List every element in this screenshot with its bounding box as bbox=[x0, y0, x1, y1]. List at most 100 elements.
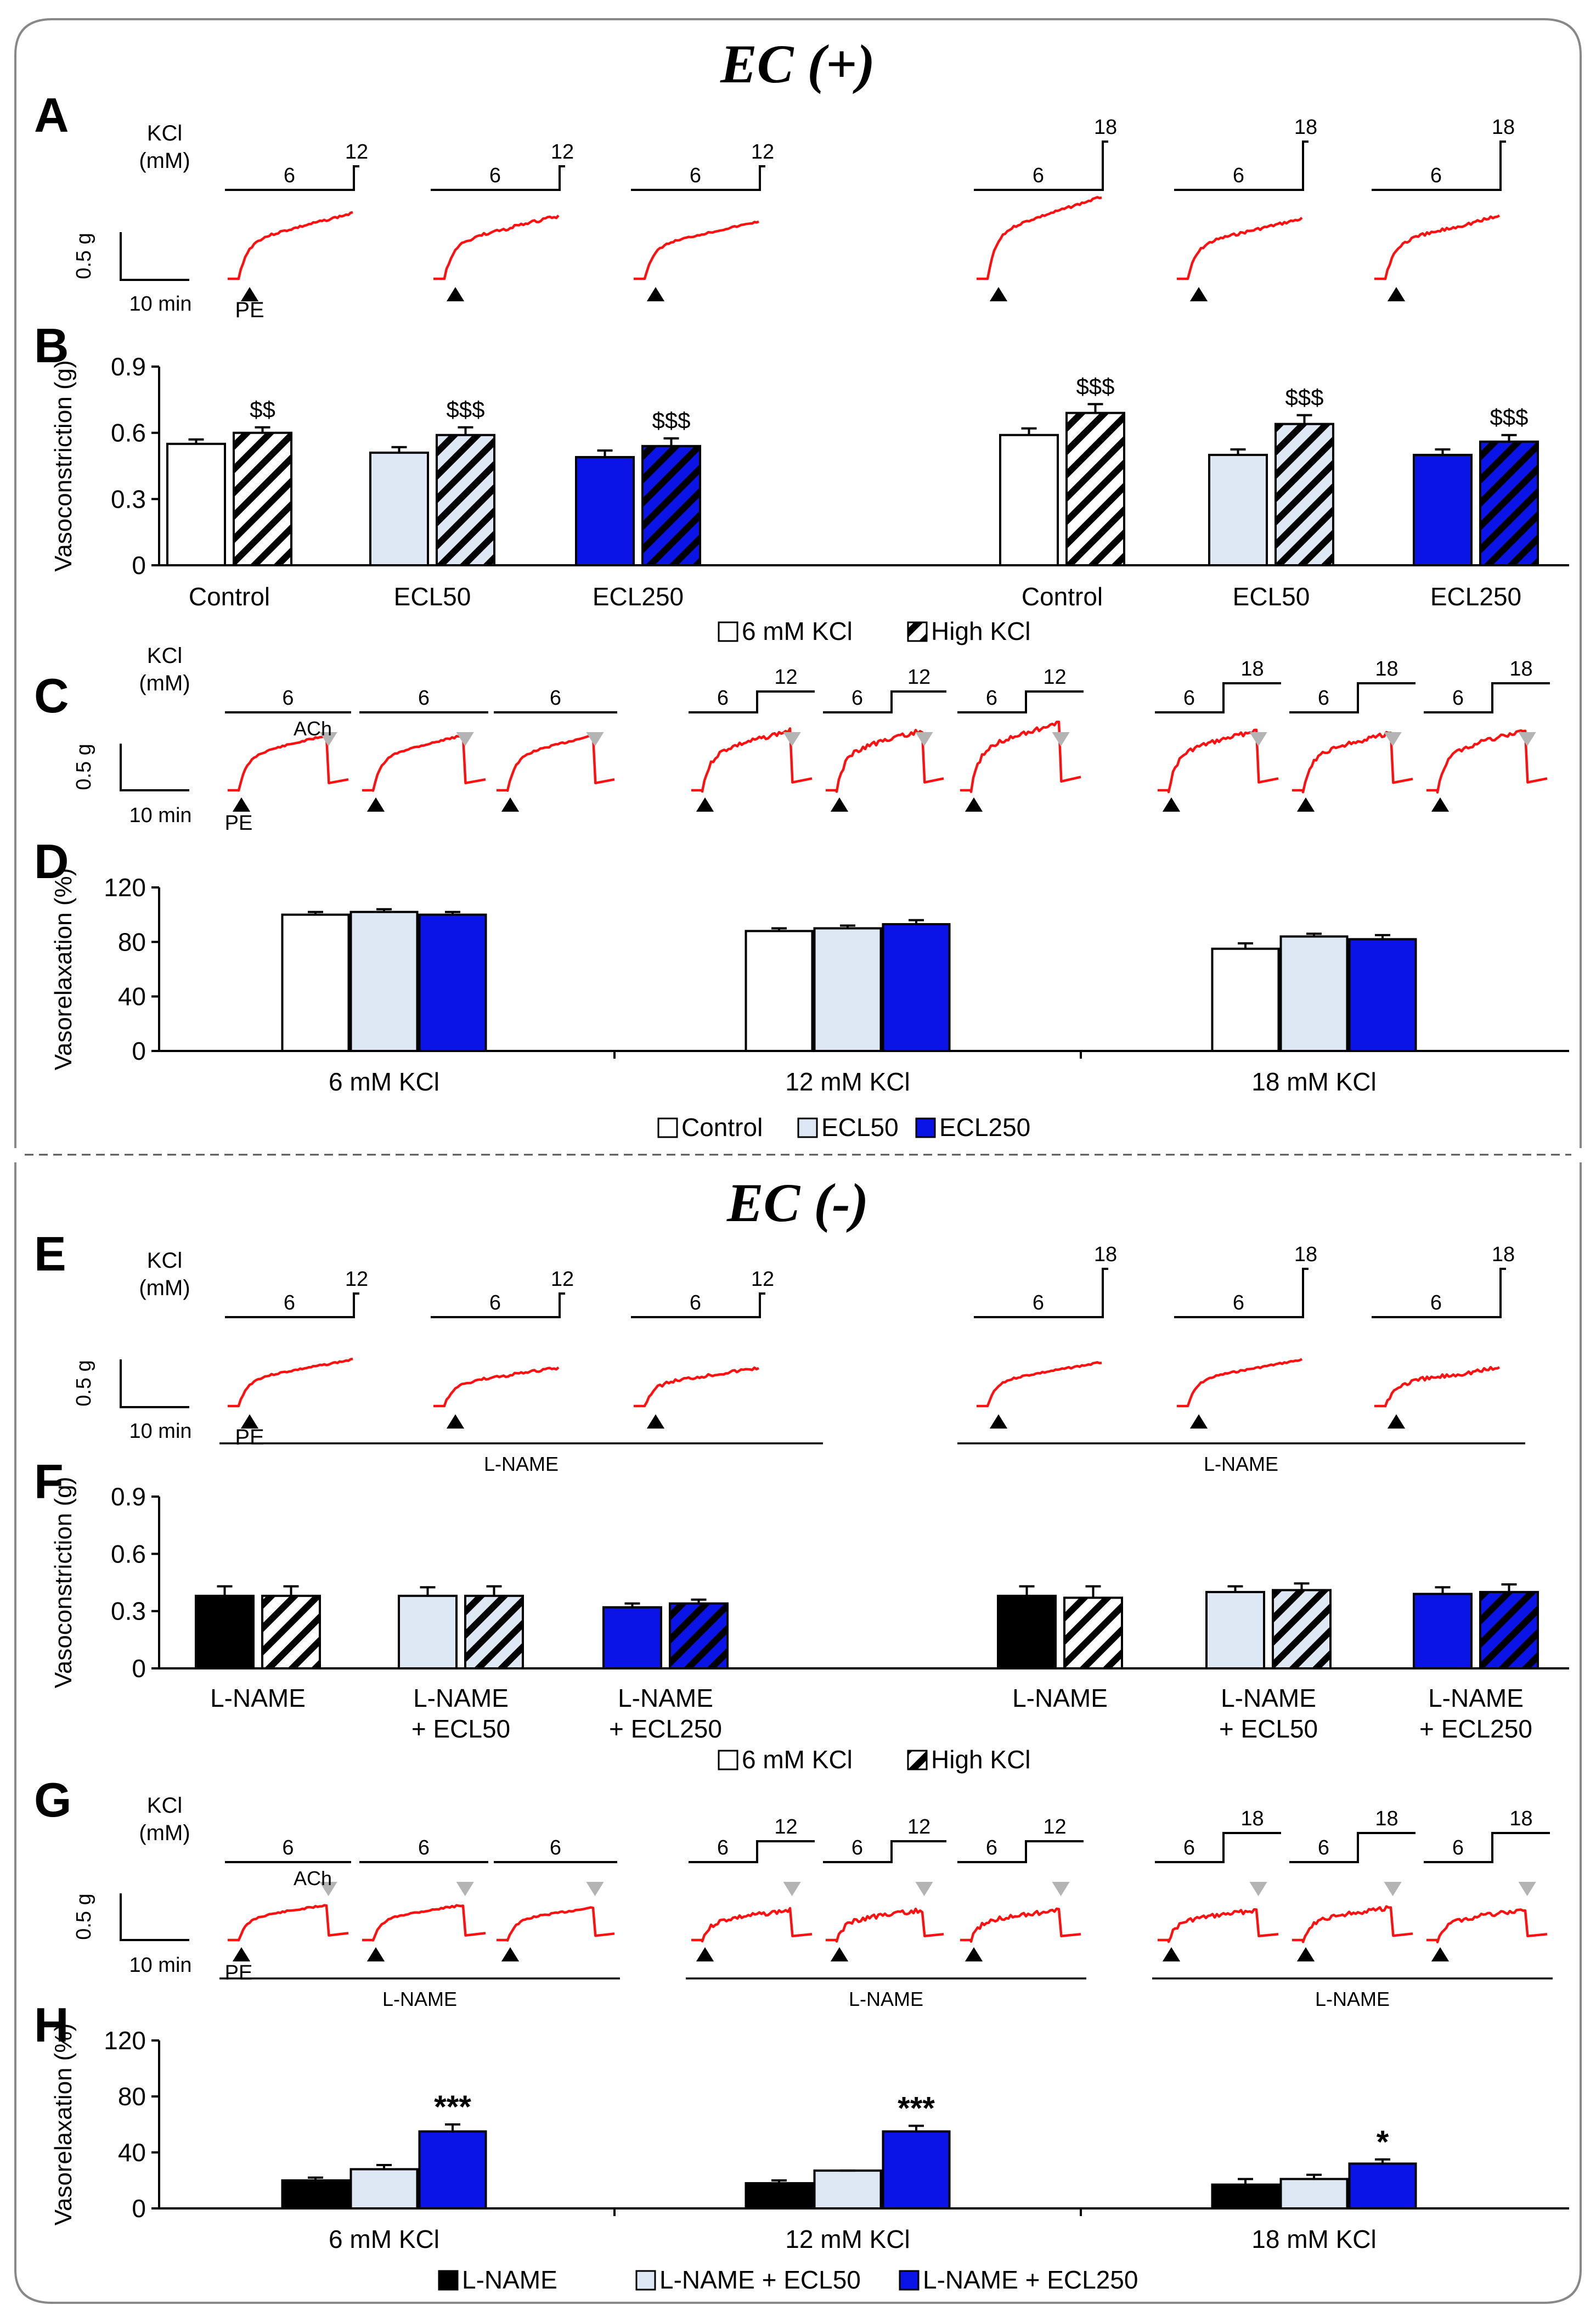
section-title-bottom: EC (-) bbox=[726, 1172, 869, 1233]
contraction-trace bbox=[497, 1906, 615, 1942]
x-tick-label: + ECL50 bbox=[1219, 1714, 1318, 1743]
kcl-conc-label: 6 bbox=[1452, 687, 1464, 710]
lname-label: L-NAME bbox=[849, 1988, 923, 2010]
ach-arrowhead bbox=[319, 732, 337, 746]
bar-l-name-ecl250 bbox=[1348, 2162, 1417, 2209]
ach-arrowhead bbox=[456, 1882, 474, 1896]
pe-arrowhead bbox=[1431, 1947, 1450, 1961]
section-title-top: EC (+) bbox=[720, 33, 875, 94]
bar-charts: 0 0.3 0.6 0.9 Vasoconstriction (g) $$ Control $… bbox=[50, 352, 1569, 2294]
bar-high-kcl bbox=[1065, 412, 1125, 566]
bar-6mm-kcl bbox=[1208, 453, 1268, 567]
kcl-conc-label: 18 bbox=[1375, 657, 1398, 681]
trace-condition: 6 12 bbox=[957, 666, 1084, 812]
kcl-conc-label: 12 bbox=[907, 1815, 930, 1839]
pe-arrowhead bbox=[1189, 287, 1208, 301]
trace-condition: 6 18 bbox=[974, 1243, 1117, 1429]
trace-condition: 6 12 bbox=[631, 1268, 774, 1429]
trace-condition: 6 12 bbox=[957, 1815, 1084, 1961]
y-axis-title: Vasorelaxation (%) bbox=[50, 2023, 77, 2225]
panel-letter-e: E bbox=[34, 1227, 66, 1281]
pe-arrowhead bbox=[830, 797, 849, 812]
contraction-trace bbox=[433, 1366, 560, 1408]
legend-high-kcl-swatch bbox=[907, 1750, 928, 1770]
scale-bar-x-label: 10 min bbox=[129, 804, 191, 827]
bar-high-kcl bbox=[1479, 1590, 1539, 1670]
panel-letter-a: A bbox=[34, 88, 69, 142]
kcl-conc-label: 6 bbox=[1318, 687, 1329, 710]
pe-arrowhead bbox=[1387, 287, 1406, 301]
kcl-conc-label: 6 bbox=[1233, 164, 1244, 187]
ach-arrowhead bbox=[1249, 1882, 1267, 1896]
x-tick-label: ECL250 bbox=[593, 582, 684, 611]
contraction-trace bbox=[977, 1361, 1102, 1408]
legend-ecl250-swatch bbox=[915, 1117, 936, 1138]
pe-label: PE bbox=[235, 298, 264, 322]
kcl-conc-label: 6 bbox=[282, 687, 294, 710]
y-tick-label: 0.3 bbox=[111, 1597, 146, 1626]
scale-bar-y-label: 0.5 g bbox=[72, 233, 95, 279]
ach-arrowhead bbox=[783, 1882, 801, 1896]
pe-arrowhead bbox=[696, 1947, 714, 1961]
kcl-conc-label: 6 bbox=[1233, 1291, 1244, 1314]
legend-control-swatch bbox=[657, 1117, 678, 1138]
trace-panels: KCl(mM)0.5 g10 min612612612618618618PEKC… bbox=[72, 116, 1553, 2010]
kcl-conc-label: 18 bbox=[1240, 657, 1264, 681]
kcl-protocol-line bbox=[1155, 682, 1281, 713]
trace-condition: 6 bbox=[494, 1836, 617, 1961]
pe-label: PE bbox=[225, 1961, 253, 1984]
trace-condition: 6 bbox=[225, 1836, 351, 1961]
bar-6mm-kcl bbox=[166, 442, 226, 566]
ach-arrowhead bbox=[1518, 732, 1536, 746]
trace-condition: 6 bbox=[225, 687, 351, 812]
bar-high-kcl bbox=[669, 1602, 729, 1670]
ach-label: ACh bbox=[294, 1867, 332, 1890]
legend-l-name-ecl50-label: L-NAME + ECL50 bbox=[659, 2265, 861, 2294]
contraction-trace bbox=[362, 734, 486, 792]
kcl-conc-label: 18 bbox=[1294, 1243, 1317, 1266]
kcl-protocol-line bbox=[823, 690, 946, 713]
significance-label: $$$ bbox=[652, 408, 690, 434]
x-tick-label: Control bbox=[189, 582, 270, 611]
trace-condition: 6 12 bbox=[431, 140, 574, 301]
kcl-conc-label: 12 bbox=[907, 666, 930, 689]
trace-condition: 6 18 bbox=[1155, 1807, 1281, 1961]
x-tick-label: L-NAME bbox=[1012, 1684, 1108, 1712]
trace-condition: 6 12 bbox=[225, 1268, 368, 1429]
y-tick-label: 0.9 bbox=[111, 1482, 146, 1511]
ach-arrowhead bbox=[1384, 732, 1402, 746]
ach-arrowhead bbox=[783, 732, 801, 746]
kcl-protocol-line bbox=[957, 1840, 1084, 1863]
kcl-conc-label: 12 bbox=[751, 140, 774, 164]
trace-panel: KCl (mM) 0.5 g 10 min 6 6 6 6 12 6 12 6 12 6 18 6 18 6 18 A… bbox=[72, 644, 1550, 835]
y-tick-label: 0.9 bbox=[111, 352, 146, 381]
panel-letter-f: F bbox=[34, 1454, 64, 1509]
legend-high-kcl-label: High KCl bbox=[931, 617, 1031, 645]
bar-high-kcl bbox=[261, 1594, 321, 1670]
trace-condition: 6 12 bbox=[823, 1815, 946, 1961]
kcl-conc-label: 6 bbox=[418, 1836, 430, 1859]
kcl-conc-label: 12 bbox=[1043, 1815, 1066, 1839]
trace-condition: 6 12 bbox=[689, 666, 815, 812]
pe-arrowhead bbox=[1431, 797, 1450, 812]
pe-arrowhead bbox=[830, 1947, 849, 1961]
kcl-conc-label: 18 bbox=[1094, 116, 1117, 139]
kcl-conc-label: 6 bbox=[851, 687, 863, 710]
kcl-conc-label: 18 bbox=[1375, 1807, 1398, 1830]
ach-arrowhead bbox=[1052, 1882, 1070, 1896]
trace-condition: 6 12 bbox=[689, 1815, 815, 1961]
pe-arrowhead bbox=[646, 1414, 665, 1429]
kcl-conc-label: 18 bbox=[1094, 1243, 1117, 1266]
significance-label: $$$ bbox=[1285, 384, 1323, 410]
kcl-conc-label: 18 bbox=[1509, 657, 1532, 681]
bar-6mm-kcl bbox=[999, 434, 1059, 567]
bar-ecl250 bbox=[1348, 938, 1417, 1053]
contraction-trace bbox=[634, 1366, 760, 1408]
scale-bar bbox=[120, 232, 189, 281]
kcl-conc-label: 12 bbox=[345, 140, 368, 164]
kcl-conc-label: 6 bbox=[282, 1836, 294, 1859]
ach-label: ACh bbox=[294, 717, 332, 740]
ach-arrowhead bbox=[915, 1882, 933, 1896]
trace-panel: KCl (mM) 0.5 g 10 min 6 12 6 12 6 12 6 18 6 18 6 18 PE bbox=[72, 116, 1515, 322]
bar-ecl250 bbox=[418, 913, 487, 1052]
